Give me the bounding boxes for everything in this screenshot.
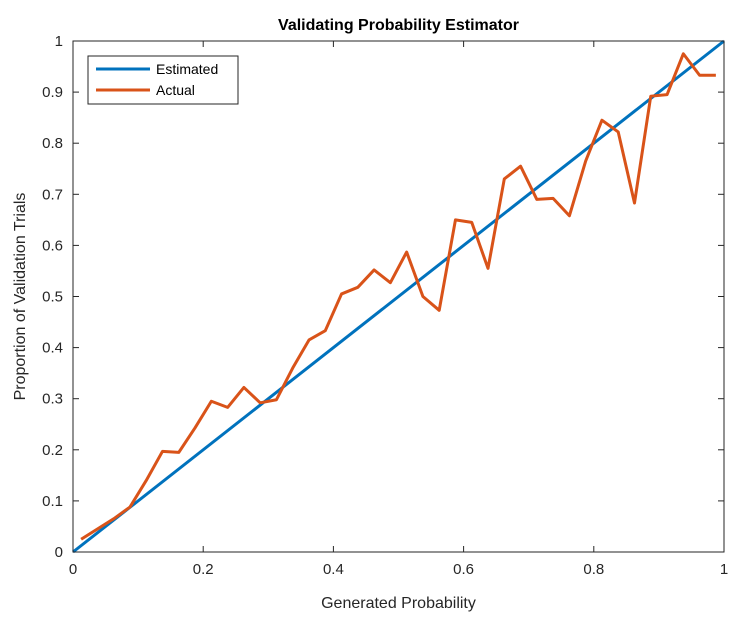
y-tick-label: 0	[55, 544, 63, 561]
ticks-layer: 0 0.2 0.4 0.6 0.8 1 0 0.1 0.2 0.3 0.4 0.5 0.6 0.7 0.8 0…	[42, 33, 728, 578]
y-tick-label: 0.7	[42, 186, 63, 203]
legend-label-actual: Actual	[156, 82, 195, 98]
legend-label-estimated: Estimated	[156, 61, 218, 77]
x-tick-label: 0	[69, 561, 77, 578]
y-tick-label: 0.4	[42, 340, 63, 357]
y-tick-label: 0.8	[42, 135, 63, 152]
series-layer	[72, 39, 725, 554]
x-tick-label: 1	[720, 561, 728, 578]
y-axis-label: Proportion of Validation Trials	[12, 193, 29, 401]
y-tick-label: 0.5	[42, 289, 63, 306]
x-tick-label: 0.4	[323, 561, 344, 578]
series-line-estimated	[72, 39, 725, 554]
x-axis-label: Generated Probability	[321, 595, 476, 612]
y-tick-label: 0.2	[42, 442, 63, 459]
x-tick-label: 0.8	[583, 561, 604, 578]
y-tick-label: 0.9	[42, 84, 63, 101]
y-tick-label: 0.3	[42, 391, 63, 408]
y-tick-label: 1	[55, 33, 63, 50]
series-line-actual	[80, 52, 716, 541]
legend: Estimated Actual	[87, 55, 239, 105]
legend-box	[87, 55, 239, 105]
y-tick-label: 0.6	[42, 237, 63, 254]
x-tick-label: 0.2	[193, 561, 214, 578]
y-tick-label: 0.1	[42, 493, 63, 510]
chart-title: Validating Probability Estimator	[278, 17, 519, 34]
x-tick-label: 0.6	[453, 561, 474, 578]
